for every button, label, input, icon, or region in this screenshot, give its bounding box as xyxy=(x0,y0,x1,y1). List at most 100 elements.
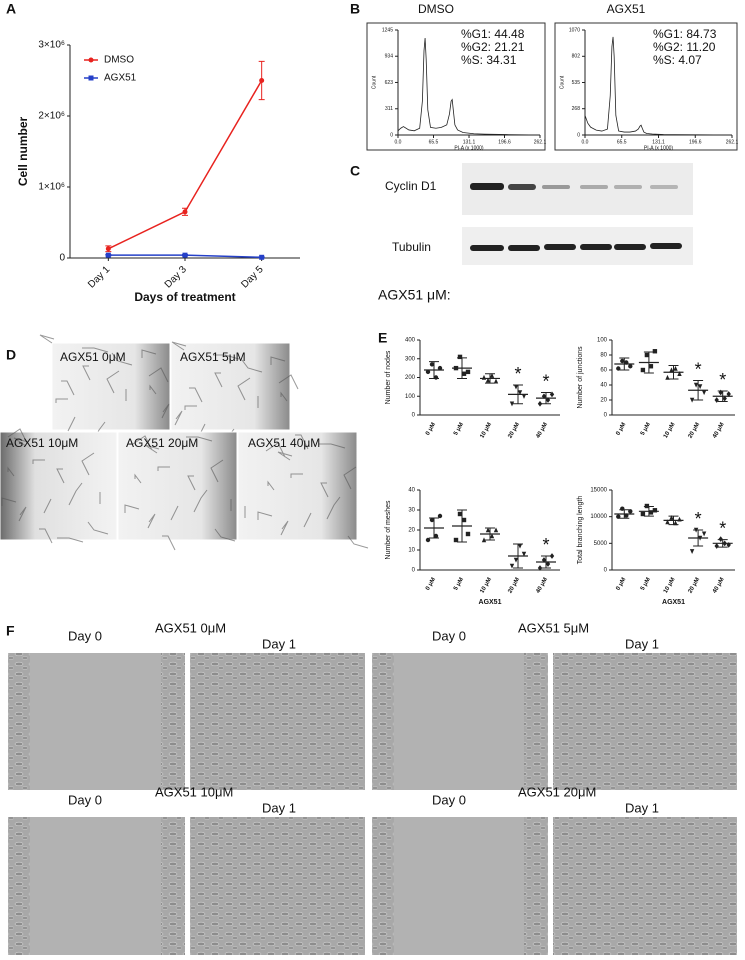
day-label: Day 0 xyxy=(68,792,102,807)
data-point xyxy=(648,364,654,369)
day-label: Day 1 xyxy=(625,636,659,651)
y-tick-label: 0 xyxy=(604,413,608,419)
y-tick-label: 40 xyxy=(408,488,415,494)
y-tick-label: 535 xyxy=(572,80,581,86)
y-axis-label: Number of junctions xyxy=(577,346,584,409)
significance: * xyxy=(514,364,521,384)
y-tick-label: 934 xyxy=(385,54,394,60)
y-tick-label: 30 xyxy=(408,508,415,514)
annotation: %S: 34.31 xyxy=(461,53,517,67)
data-point xyxy=(673,520,678,526)
error-bar xyxy=(541,392,551,405)
error-bar xyxy=(429,517,439,539)
y-tick-label: 200 xyxy=(405,375,416,381)
y-tick-label: 623 xyxy=(385,80,394,86)
x-tick-label: 10 μM xyxy=(663,577,677,595)
data-point xyxy=(517,390,523,396)
data-point xyxy=(689,397,695,403)
data-point xyxy=(644,352,650,358)
series-line xyxy=(108,80,263,250)
data-point xyxy=(665,519,670,525)
y-tick-label: 20 xyxy=(600,398,607,404)
error-bar xyxy=(541,555,551,569)
wound-day1 xyxy=(553,653,737,790)
data-point xyxy=(461,517,467,523)
tube-network xyxy=(39,334,170,445)
data-point xyxy=(259,254,265,260)
y-axis-label: Total branching length xyxy=(577,496,584,565)
y-tick-label: 10000 xyxy=(590,514,607,520)
x-tick-label: Day 3 xyxy=(163,264,190,291)
wound-edge xyxy=(372,817,394,955)
data-point xyxy=(537,400,543,407)
error-bar xyxy=(693,529,704,547)
x-tick-label: 5 μM xyxy=(640,422,652,437)
x-tick-label: 0 μM xyxy=(615,422,627,437)
data-point xyxy=(425,537,431,543)
y-tick-label: 0 xyxy=(412,413,416,419)
data-point xyxy=(465,531,471,537)
x-tick-label: 10 μM xyxy=(479,577,493,595)
data-point xyxy=(718,536,723,542)
data-point xyxy=(509,401,515,407)
error-bar xyxy=(693,380,704,401)
data-point xyxy=(429,362,435,367)
x-tick-label: 40 μM xyxy=(535,577,549,595)
x-tick-label: 40 μM xyxy=(535,422,549,440)
data-point xyxy=(259,78,265,83)
data-point xyxy=(714,397,719,403)
chart-title: AGX51 xyxy=(607,2,646,16)
x-tick-label: 0 μM xyxy=(615,577,627,592)
y-tick-label: 311 xyxy=(385,106,393,112)
tube-network xyxy=(1,428,109,544)
data-point xyxy=(697,384,703,390)
y-tick-label: 0 xyxy=(577,132,580,138)
histogram-curve xyxy=(397,37,541,136)
image-label: AGX51 10μM xyxy=(6,436,78,450)
y-tick-label: 40 xyxy=(600,383,607,389)
y-tick-label: 1070 xyxy=(569,27,580,33)
y-tick-label: 1245 xyxy=(382,27,393,33)
x-axis-label: AGX51 xyxy=(662,599,685,606)
dose-label: AGX51 μM: xyxy=(378,287,451,303)
error-bar xyxy=(668,365,679,380)
x-tick-label: 20 μM xyxy=(687,577,701,595)
wound-edge xyxy=(161,817,185,955)
y-tick-label: 400 xyxy=(405,338,416,344)
data-point xyxy=(429,517,435,523)
image-label: AGX51 5μM xyxy=(180,350,246,364)
data-point xyxy=(726,542,731,548)
significance: * xyxy=(542,371,549,391)
annotation: %S: 4.07 xyxy=(653,53,702,67)
legend-label: AGX51 xyxy=(104,73,137,84)
x-tick-label: Day 1 xyxy=(86,264,113,291)
error-bar xyxy=(717,390,728,402)
panel-label: B xyxy=(350,1,360,17)
y-axis-label: Count xyxy=(559,75,565,89)
x-tick-label: 10 μM xyxy=(663,422,677,440)
panel-label: E xyxy=(378,330,387,346)
x-tick-label: 262.1 xyxy=(534,139,547,145)
wound-day0 xyxy=(8,653,185,790)
data-point xyxy=(722,395,727,402)
x-tick-label: 262.1 xyxy=(726,139,739,145)
data-point xyxy=(453,537,459,543)
error-bar xyxy=(643,351,654,374)
panel-label: D xyxy=(6,347,16,363)
day-label: Day 1 xyxy=(625,800,659,815)
data-point xyxy=(489,533,495,539)
data-point xyxy=(509,563,515,569)
y-tick-label: 0 xyxy=(390,132,393,138)
x-tick-label: 5 μM xyxy=(640,577,652,592)
y-tick-label: 10 xyxy=(408,548,415,554)
data-point xyxy=(521,551,527,557)
tube-network xyxy=(171,341,299,452)
error-bar xyxy=(643,506,654,517)
plot-frame xyxy=(366,22,546,151)
day-label: Day 0 xyxy=(68,628,102,643)
x-tick-label: 196.6 xyxy=(689,139,702,145)
data-point xyxy=(437,513,443,519)
data-point xyxy=(433,533,439,539)
data-point xyxy=(693,382,699,388)
